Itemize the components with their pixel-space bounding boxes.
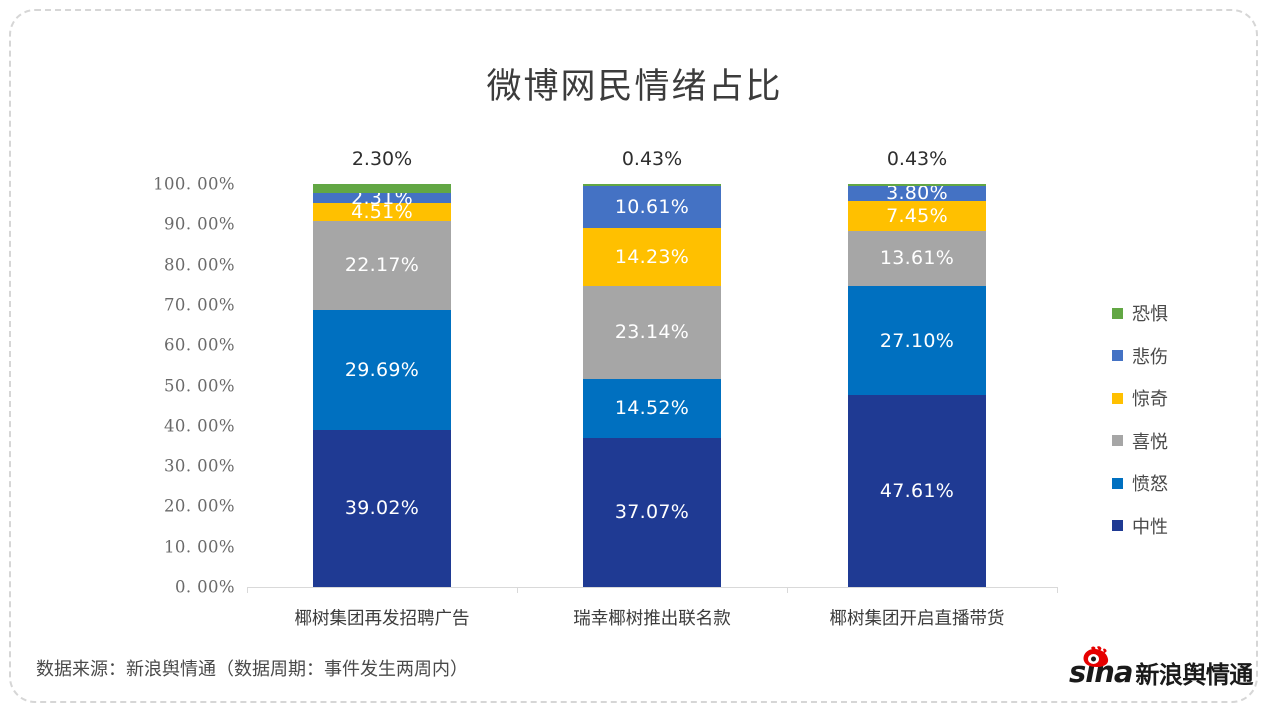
y-axis-tick-label: 50. 00%: [164, 376, 235, 395]
bar-segment[interactable]: 14.52%: [583, 379, 721, 438]
bar-segment[interactable]: 4.51%: [313, 200, 451, 223]
legend-item[interactable]: 惊奇: [1112, 377, 1168, 420]
legend-label: 喜悦: [1132, 431, 1168, 453]
bar-total-annotation: 0.43%: [621, 148, 683, 170]
x-axis-tick: [1057, 587, 1058, 593]
sina-eye-icon: [1083, 646, 1109, 667]
x-axis-tick: [787, 587, 788, 593]
legend-swatch-icon: [1112, 307, 1123, 319]
legend-swatch-icon: [1112, 350, 1123, 362]
legend-item[interactable]: 喜悦: [1112, 420, 1168, 463]
legend-item[interactable]: 悲伤: [1112, 335, 1168, 378]
bar-segment-label: 27.10%: [879, 329, 955, 352]
bar-segment-label: 14.52%: [614, 397, 690, 420]
bar-segment-label: 7.45%: [886, 205, 948, 228]
y-axis-tick-label: 30. 00%: [164, 456, 235, 476]
legend-item[interactable]: 恐惧: [1112, 292, 1168, 335]
bar-column[interactable]: 47.61% 27.10% 13.61% 7.45% 3.80%: [848, 0, 986, 714]
y-axis-tick-label: 20. 00%: [164, 496, 235, 516]
bar-total-annotation: 0.43%: [886, 148, 948, 170]
bar-segment-label: 47.61%: [879, 480, 955, 503]
bar-segment[interactable]: 47.61%: [848, 395, 986, 587]
bar-total-annotation: 2.30%: [351, 148, 413, 170]
x-axis-category-label: 瑞幸椰树推出联名款: [573, 609, 731, 629]
legend-swatch-icon: [1112, 520, 1123, 532]
bar-segment[interactable]: 3.80%: [848, 182, 986, 204]
bar-segment[interactable]: 27.10%: [848, 285, 986, 396]
bar-segment[interactable]: 39.02%: [313, 429, 451, 587]
bar-segment[interactable]: 37.07%: [583, 437, 721, 587]
y-axis-tick-label: 80. 00%: [164, 255, 235, 275]
legend-label: 中性: [1132, 516, 1168, 538]
chart-legend: 恐惧悲伤惊奇喜悦愤怒中性: [1112, 292, 1168, 547]
bar-column[interactable]: 39.02% 29.69% 22.17% 4.51% 2.31%: [313, 0, 451, 714]
legend-swatch-icon: [1112, 477, 1123, 489]
y-axis-tick-label: 70. 00%: [164, 295, 235, 315]
legend-item[interactable]: 愤怒: [1112, 462, 1168, 505]
legend-item[interactable]: 中性: [1112, 505, 1168, 548]
bar-segment[interactable]: 10.61%: [583, 185, 721, 229]
bar-segment-label: 37.07%: [614, 501, 690, 524]
bar-segment[interactable]: 13.61%: [848, 231, 986, 286]
y-axis-tick-label: 40. 00%: [164, 416, 235, 436]
bar-segment-label: 23.14%: [614, 321, 690, 344]
bar-segment-label: 4.51%: [351, 200, 413, 223]
legend-label: 愤怒: [1132, 474, 1168, 496]
y-axis-tick-label: 0. 00%: [174, 577, 235, 597]
bar-segment-label: 3.80%: [886, 182, 948, 205]
legend-swatch-icon: [1112, 392, 1123, 404]
bar-column[interactable]: 37.07% 14.52% 23.14% 14.23% 10.61%: [583, 0, 721, 714]
bar-segment[interactable]: 29.69%: [313, 310, 451, 430]
y-axis-tick-label: 10. 00%: [164, 537, 235, 557]
bar-segment-label: 14.23%: [614, 246, 690, 269]
x-axis-tick: [247, 587, 248, 593]
bar-segment[interactable]: 2.31%: [313, 187, 451, 209]
bar-segment-label: 10.61%: [614, 196, 690, 219]
legend-label: 惊奇: [1132, 389, 1168, 411]
bar-segment-label: 13.61%: [879, 247, 955, 270]
bar-segment-label: 29.69%: [344, 358, 420, 381]
legend-label: 恐惧: [1132, 304, 1168, 326]
bar-segment[interactable]: 22.17%: [313, 220, 451, 311]
bar-segment-label: 22.17%: [344, 254, 420, 277]
x-axis-category-label: 椰树集团开启直播带货: [829, 609, 1005, 629]
legend-swatch-icon: [1112, 435, 1123, 447]
source-note: 数据来源：新浪舆情通（数据周期：事件发生两周内）: [36, 659, 468, 680]
y-axis-tick-label: 90. 00%: [164, 214, 235, 234]
bar-segment[interactable]: 23.14%: [583, 285, 721, 380]
bar-segment[interactable]: [583, 184, 721, 186]
bar-segment[interactable]: [313, 184, 451, 194]
bar-segment[interactable]: [848, 184, 986, 186]
legend-label: 悲伤: [1132, 346, 1168, 368]
y-axis-tick-label: 100. 00%: [153, 174, 235, 194]
y-axis-tick-label: 60. 00%: [164, 335, 235, 355]
logo-cn-name: 新浪舆情通: [1135, 661, 1253, 689]
x-axis-line: [247, 587, 1057, 588]
x-axis-tick: [517, 587, 518, 593]
sina-logo: sina 新浪舆情通: [1069, 646, 1253, 689]
bar-segment[interactable]: 7.45%: [848, 201, 986, 232]
page-title: 微博网民情绪占比: [486, 67, 783, 107]
bar-segment[interactable]: 14.23%: [583, 228, 721, 286]
x-axis-category-label: 椰树集团再发招聘广告: [294, 609, 470, 629]
bar-segment-label: 39.02%: [344, 497, 420, 520]
